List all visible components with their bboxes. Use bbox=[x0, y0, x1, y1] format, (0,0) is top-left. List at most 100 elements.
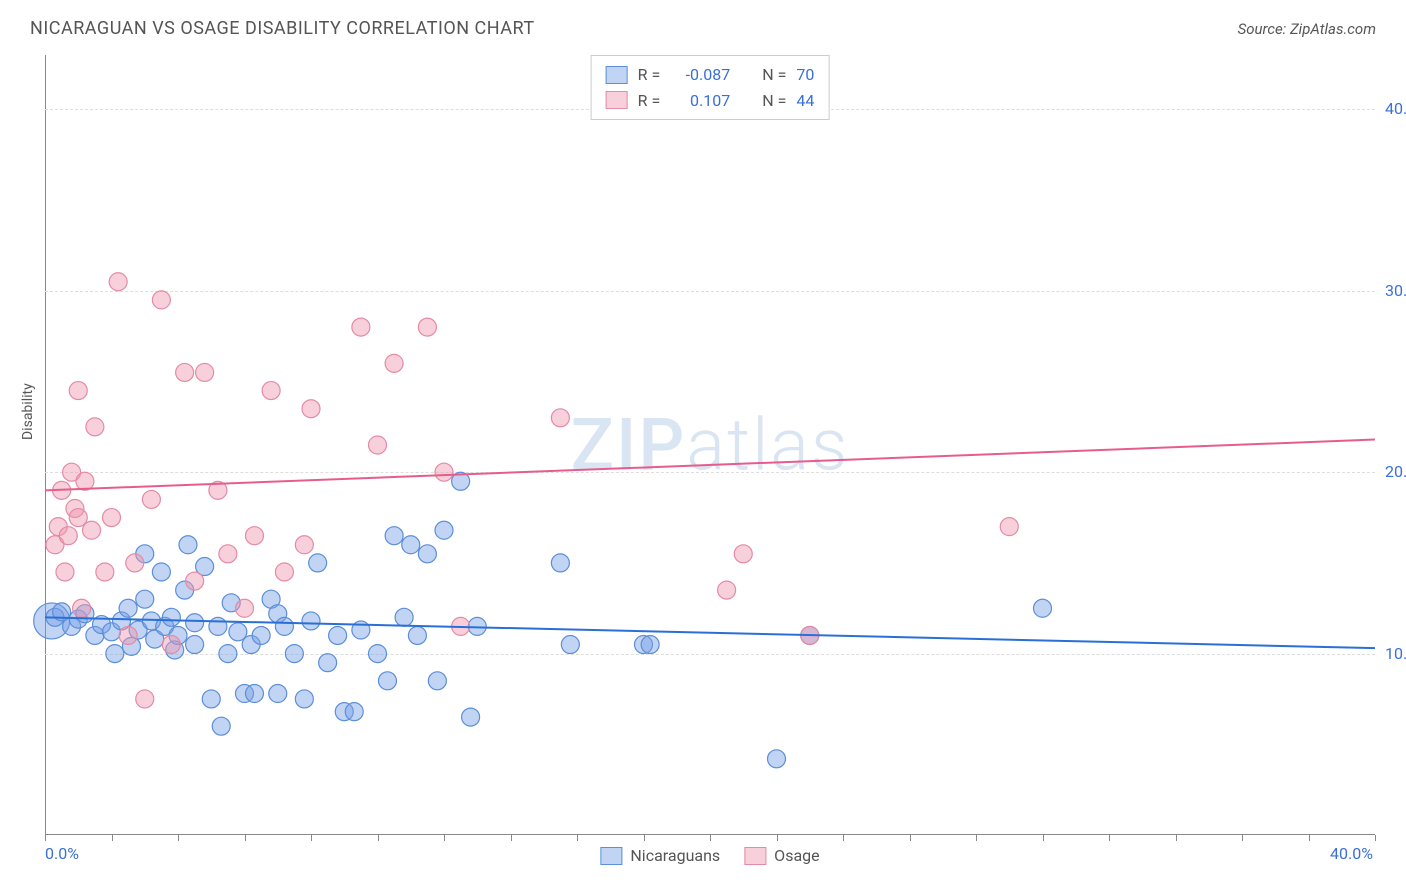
legend-n-value: 44 bbox=[796, 88, 814, 114]
data-point bbox=[162, 608, 180, 626]
data-point bbox=[329, 626, 347, 644]
data-point bbox=[196, 363, 214, 381]
data-point bbox=[186, 636, 204, 654]
data-point bbox=[435, 521, 453, 539]
data-point bbox=[59, 527, 77, 545]
data-point bbox=[56, 563, 74, 581]
legend-swatch bbox=[744, 847, 766, 865]
x-tick bbox=[1043, 835, 1044, 841]
data-point bbox=[96, 563, 114, 581]
y-tick-label: 20.0% bbox=[1385, 462, 1406, 481]
data-point bbox=[418, 545, 436, 563]
data-point bbox=[718, 581, 736, 599]
data-point bbox=[136, 690, 154, 708]
data-point bbox=[275, 563, 293, 581]
data-point bbox=[152, 563, 170, 581]
legend-series-item: Osage bbox=[744, 846, 819, 865]
data-point bbox=[186, 572, 204, 590]
x-tick bbox=[311, 835, 312, 841]
data-point bbox=[252, 626, 270, 644]
x-tick bbox=[1176, 835, 1177, 841]
data-point bbox=[395, 608, 413, 626]
data-point bbox=[734, 545, 752, 563]
data-point bbox=[83, 521, 101, 539]
y-axis-label: Disability bbox=[20, 383, 36, 440]
scatter-svg bbox=[45, 55, 1375, 835]
x-tick bbox=[444, 835, 445, 841]
x-tick bbox=[1375, 835, 1376, 841]
x-tick bbox=[1109, 835, 1110, 841]
data-point bbox=[69, 382, 87, 400]
x-tick bbox=[843, 835, 844, 841]
data-point bbox=[402, 536, 420, 554]
data-point bbox=[73, 599, 91, 617]
data-point bbox=[202, 690, 220, 708]
data-point bbox=[269, 685, 287, 703]
data-point bbox=[236, 599, 254, 617]
source-credit: Source: ZipAtlas.com bbox=[1238, 20, 1376, 38]
data-point bbox=[245, 527, 263, 545]
x-tick bbox=[710, 835, 711, 841]
legend-r-value: -0.087 bbox=[670, 62, 730, 88]
data-point bbox=[136, 590, 154, 608]
x-tick bbox=[1309, 835, 1310, 841]
x-tick bbox=[910, 835, 911, 841]
data-point bbox=[302, 612, 320, 630]
data-point bbox=[76, 472, 94, 490]
legend-r-label: R = bbox=[638, 62, 661, 88]
data-point bbox=[418, 318, 436, 336]
data-point bbox=[219, 545, 237, 563]
data-point bbox=[106, 645, 124, 663]
data-point bbox=[309, 554, 327, 572]
legend-r-label: R = bbox=[638, 88, 661, 114]
x-tick-label: 0.0% bbox=[45, 844, 79, 863]
legend-series-item: Nicaraguans bbox=[600, 846, 720, 865]
data-point bbox=[119, 599, 137, 617]
data-point bbox=[462, 708, 480, 726]
x-tick bbox=[112, 835, 113, 841]
x-tick bbox=[644, 835, 645, 841]
chart-title: NICARAGUAN VS OSAGE DISABILITY CORRELATI… bbox=[30, 18, 535, 39]
data-point bbox=[262, 382, 280, 400]
data-point bbox=[152, 291, 170, 309]
data-point bbox=[551, 554, 569, 572]
data-point bbox=[428, 672, 446, 690]
data-point bbox=[275, 617, 293, 635]
legend-stats-row: R =-0.087N =70 bbox=[606, 62, 815, 88]
data-point bbox=[408, 626, 426, 644]
data-point bbox=[162, 636, 180, 654]
data-point bbox=[1034, 599, 1052, 617]
data-point bbox=[119, 626, 137, 644]
x-tick bbox=[245, 835, 246, 841]
data-point bbox=[142, 490, 160, 508]
data-point bbox=[219, 645, 237, 663]
x-tick bbox=[378, 835, 379, 841]
data-point bbox=[1000, 518, 1018, 536]
legend-swatch bbox=[600, 847, 622, 865]
data-point bbox=[369, 645, 387, 663]
data-point bbox=[641, 636, 659, 654]
data-point bbox=[209, 617, 227, 635]
x-tick bbox=[178, 835, 179, 841]
legend-n-value: 70 bbox=[796, 62, 814, 88]
data-point bbox=[385, 527, 403, 545]
data-point bbox=[345, 703, 363, 721]
x-tick-label: 40.0% bbox=[1330, 844, 1373, 863]
data-point bbox=[103, 509, 121, 527]
data-point bbox=[385, 354, 403, 372]
data-point bbox=[126, 554, 144, 572]
y-tick-label: 10.0% bbox=[1385, 644, 1406, 663]
x-tick bbox=[45, 835, 46, 841]
legend-swatch bbox=[606, 91, 628, 109]
x-tick bbox=[976, 835, 977, 841]
legend-series-label: Nicaraguans bbox=[630, 846, 720, 865]
x-tick bbox=[511, 835, 512, 841]
data-point bbox=[561, 636, 579, 654]
y-tick-label: 30.0% bbox=[1385, 281, 1406, 300]
data-point bbox=[245, 685, 263, 703]
x-tick bbox=[577, 835, 578, 841]
trend-line bbox=[45, 440, 1375, 491]
legend-series-label: Osage bbox=[774, 846, 819, 865]
data-point bbox=[369, 436, 387, 454]
x-tick bbox=[1242, 835, 1243, 841]
